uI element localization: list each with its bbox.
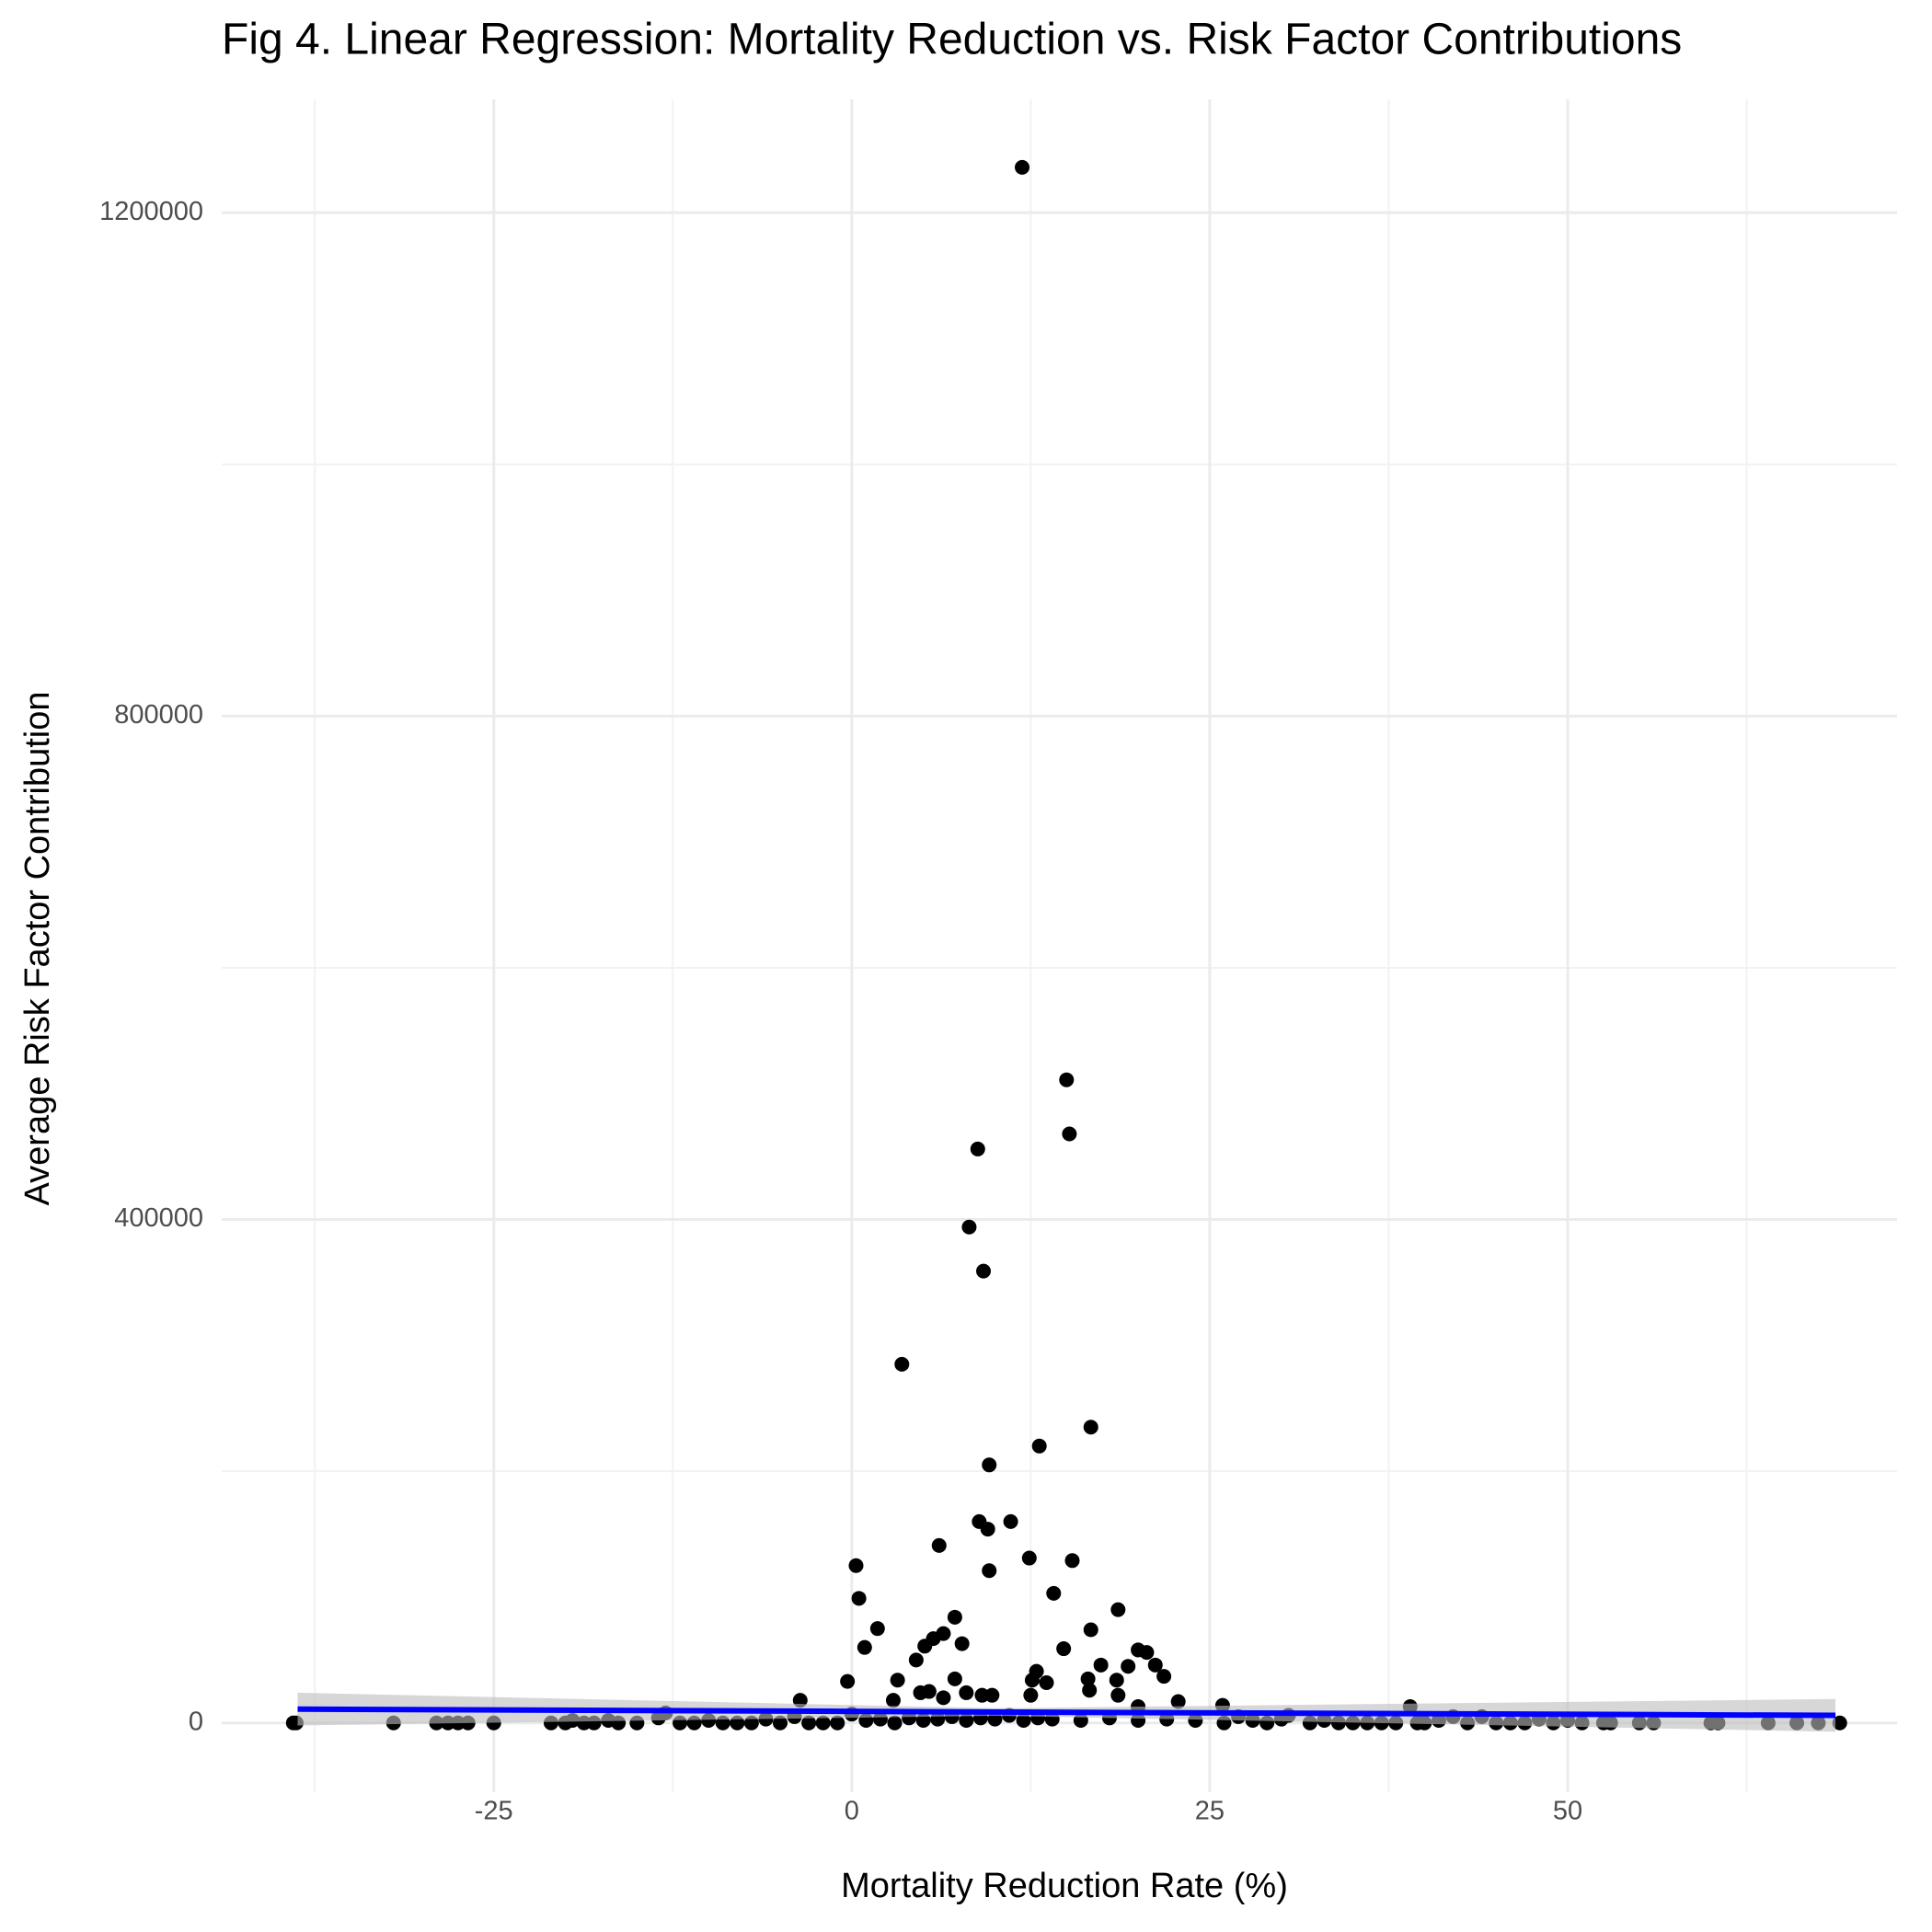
point [1093, 1657, 1109, 1673]
point [890, 1673, 905, 1688]
point [1139, 1645, 1155, 1661]
y-tick-label: 1200000 [99, 197, 203, 226]
point [921, 1684, 937, 1699]
point [1170, 1694, 1186, 1709]
point [801, 1715, 817, 1731]
point [869, 1621, 885, 1637]
x-axis-title: Mortality Reduction Rate (%) [841, 1867, 1288, 1905]
point [959, 1713, 974, 1729]
chart-title: Fig 4. Linear Regression: Mortality Redu… [222, 16, 1682, 64]
x-tick-label: -25 [475, 1797, 513, 1826]
point [1062, 1126, 1077, 1142]
point [1083, 1622, 1098, 1638]
point [1156, 1669, 1172, 1685]
point [1110, 1687, 1126, 1703]
point [1039, 1674, 1054, 1690]
point [773, 1715, 788, 1731]
point [947, 1671, 962, 1686]
point [984, 1687, 1000, 1703]
y-tick-label: 400000 [114, 1203, 203, 1233]
point [1021, 1550, 1037, 1566]
regression-line [297, 1706, 1836, 1719]
point [1016, 1713, 1031, 1729]
point [815, 1715, 831, 1731]
point [936, 1690, 951, 1706]
point [1832, 1715, 1847, 1731]
point [1110, 1602, 1126, 1617]
point [908, 1652, 924, 1668]
point [954, 1636, 970, 1651]
point [857, 1639, 872, 1655]
point [840, 1673, 856, 1689]
point [1059, 1072, 1075, 1087]
point [851, 1591, 867, 1606]
point [1083, 1420, 1098, 1435]
point [848, 1558, 864, 1573]
point [1046, 1585, 1062, 1601]
point [917, 1639, 933, 1654]
point [961, 1219, 977, 1235]
point [1121, 1659, 1136, 1674]
point [959, 1685, 974, 1700]
point [830, 1715, 845, 1731]
point [885, 1693, 901, 1708]
point [887, 1715, 903, 1731]
point [1056, 1641, 1072, 1657]
x-tick-label: 25 [1195, 1797, 1225, 1826]
point [931, 1537, 947, 1553]
point [1109, 1673, 1124, 1688]
y-axis-title: Average Risk Factor Contribution [18, 692, 57, 1206]
point [894, 1356, 910, 1372]
point [1064, 1553, 1080, 1569]
point [970, 1141, 985, 1156]
x-tick-label: 0 [845, 1797, 859, 1826]
point [976, 1263, 992, 1279]
y-tick-label: 0 [189, 1707, 203, 1736]
y-tick-label: 800000 [114, 700, 203, 730]
point [1003, 1513, 1018, 1529]
point [1024, 1673, 1040, 1688]
point [982, 1563, 997, 1579]
point [1147, 1657, 1163, 1673]
point [1031, 1438, 1047, 1454]
point [1080, 1671, 1096, 1686]
point [947, 1609, 962, 1625]
point [1082, 1683, 1098, 1698]
point [1015, 159, 1030, 175]
point [1023, 1687, 1039, 1703]
point [982, 1457, 997, 1473]
point [743, 1715, 759, 1731]
x-tick-label: 50 [1553, 1797, 1582, 1826]
point [980, 1522, 995, 1537]
